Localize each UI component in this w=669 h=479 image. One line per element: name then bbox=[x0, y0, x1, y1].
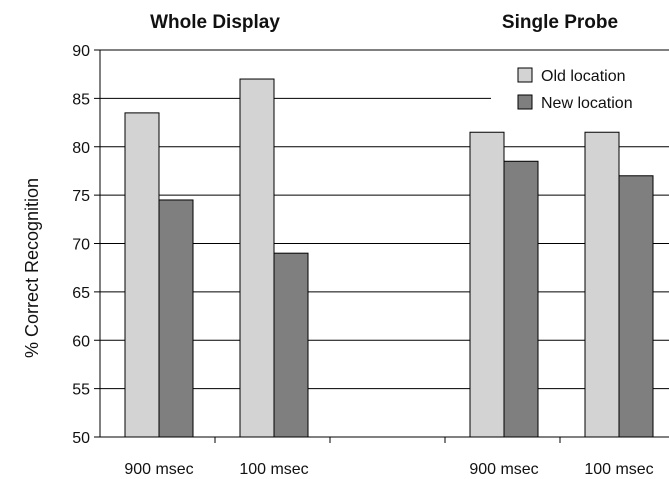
axes bbox=[94, 49, 669, 443]
legend-label: Old location bbox=[541, 68, 626, 85]
bar-new-location bbox=[503, 160, 539, 438]
bars bbox=[124, 78, 654, 438]
x-category-label: 100 msec bbox=[584, 461, 653, 478]
x-category-label: 100 msec bbox=[239, 461, 308, 478]
bar-old-location bbox=[239, 78, 275, 438]
y-tick-label: 70 bbox=[72, 237, 90, 254]
gridlines bbox=[100, 49, 669, 390]
y-axis-title: % Correct Recognition bbox=[22, 178, 42, 358]
panel-titles: Whole Display Single Probe bbox=[150, 12, 618, 33]
legend-label: New location bbox=[541, 95, 633, 112]
y-tick-label: 65 bbox=[72, 285, 90, 302]
y-tick-label: 50 bbox=[72, 430, 90, 447]
bar-new-location bbox=[273, 252, 309, 438]
legend-swatch bbox=[517, 94, 533, 110]
y-tick-label: 80 bbox=[72, 140, 90, 157]
bar-old-location bbox=[124, 112, 160, 438]
panel-title: Whole Display bbox=[150, 12, 280, 33]
legend: Old location New location bbox=[495, 58, 669, 120]
y-tick-label: 75 bbox=[72, 188, 90, 205]
x-category-label: 900 msec bbox=[124, 461, 193, 478]
panel-title: Single Probe bbox=[502, 12, 618, 33]
bar-new-location bbox=[158, 199, 194, 438]
y-tick-labels: 50 55 60 65 70 75 80 85 90 bbox=[72, 43, 90, 447]
x-category-labels: 900 msec 100 msec 900 msec 100 msec bbox=[124, 461, 653, 478]
bar-old-location bbox=[469, 131, 505, 438]
bar-old-location bbox=[584, 131, 620, 438]
y-tick-label: 55 bbox=[72, 382, 90, 399]
y-tick-label: 85 bbox=[72, 91, 90, 108]
bar-new-location bbox=[618, 175, 654, 438]
legend-swatch bbox=[517, 67, 533, 83]
x-category-label: 900 msec bbox=[469, 461, 538, 478]
y-tick-label: 90 bbox=[72, 43, 90, 60]
y-tick-label: 60 bbox=[72, 333, 90, 350]
